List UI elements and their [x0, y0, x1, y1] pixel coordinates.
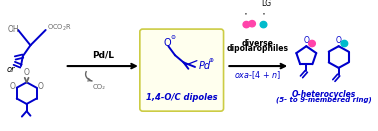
- Text: O: O: [164, 38, 171, 48]
- Text: Pd: Pd: [199, 61, 211, 71]
- Circle shape: [243, 21, 250, 28]
- Circle shape: [249, 21, 256, 27]
- Text: O: O: [10, 82, 16, 91]
- Text: $^{\ominus}$: $^{\ominus}$: [170, 34, 177, 43]
- Text: 5: 5: [302, 53, 308, 62]
- Text: dipolarophiles: dipolarophiles: [227, 43, 289, 53]
- Circle shape: [341, 40, 348, 47]
- Text: O: O: [304, 36, 309, 45]
- Text: O: O: [336, 36, 342, 45]
- Text: LG: LG: [261, 0, 271, 8]
- Text: $\it{oxa}$-[4 + $\it{n}$]: $\it{oxa}$-[4 + $\it{n}$]: [234, 70, 281, 81]
- Text: OH: OH: [8, 26, 19, 34]
- Text: OCO$_2$R: OCO$_2$R: [46, 23, 71, 33]
- FancyBboxPatch shape: [140, 29, 223, 111]
- Text: O-heterocycles: O-heterocycles: [291, 89, 356, 99]
- Text: 1,4-O/C dipoles: 1,4-O/C dipoles: [146, 93, 217, 102]
- Text: 6-9: 6-9: [332, 53, 345, 62]
- Circle shape: [260, 21, 267, 28]
- Text: $^{\oplus}$: $^{\oplus}$: [208, 57, 214, 66]
- Text: diverse: diverse: [242, 39, 274, 48]
- Text: CO₂: CO₂: [93, 84, 106, 90]
- Text: O: O: [37, 82, 43, 91]
- Text: (5- to 9-membered ring): (5- to 9-membered ring): [276, 97, 371, 103]
- Circle shape: [309, 40, 315, 47]
- Text: O: O: [24, 68, 29, 77]
- Text: or: or: [7, 65, 16, 74]
- Text: Pd/L: Pd/L: [92, 51, 114, 60]
